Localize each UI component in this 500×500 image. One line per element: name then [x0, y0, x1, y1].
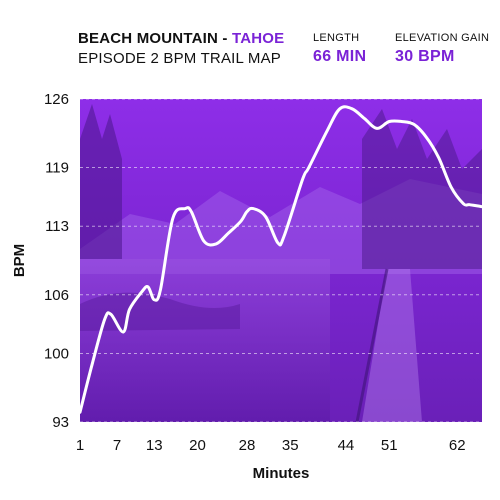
water-decoration — [80, 259, 330, 422]
x-tick-label: 13 — [146, 437, 163, 454]
y-tick-label: 119 — [45, 160, 69, 177]
trees-left-decoration — [80, 104, 122, 259]
y-tick-label: 113 — [45, 218, 69, 235]
gridlines — [80, 98, 482, 423]
y-axis-ticks: 126 119 113 106 100 93 — [44, 91, 69, 431]
x-tick-label: 51 — [381, 437, 398, 454]
trees-right-decoration — [362, 109, 482, 269]
x-tick-label: 62 — [449, 437, 466, 454]
x-tick-label: 7 — [113, 437, 121, 454]
x-tick-label: 35 — [282, 437, 299, 454]
y-tick-label: 106 — [44, 287, 69, 304]
elevation-label: ELEVATION GAIN — [395, 32, 490, 44]
y-tick-label: 126 — [44, 91, 69, 108]
x-tick-label: 20 — [189, 437, 206, 454]
chart-header: BEACH MOUNTAIN - TAHOE EPISODE 2 BPM TRA… — [0, 0, 500, 90]
title-accent: TAHOE — [231, 30, 285, 47]
elevation-stat: ELEVATION GAIN 30 BPM — [395, 32, 489, 66]
x-axis-label: Minutes — [253, 465, 310, 482]
x-tick-label: 1 — [76, 437, 84, 454]
boardwalk-decoration — [362, 269, 422, 422]
bpm-series-line — [78, 105, 484, 414]
x-axis-ticks: 1 7 13 20 28 35 44 51 62 — [76, 437, 466, 454]
elevation-value: 30 BPM — [395, 48, 455, 65]
chart-title: BEACH MOUNTAIN - TAHOE — [78, 30, 284, 47]
title-main: BEACH MOUNTAIN - — [78, 30, 232, 47]
y-tick-label: 93 — [52, 414, 69, 431]
x-tick-label: 44 — [338, 437, 355, 454]
length-label: LENGTH — [313, 32, 360, 44]
length-stat: LENGTH 66 MIN — [313, 32, 366, 66]
rocks-decoration — [80, 292, 240, 331]
length-value: 66 MIN — [313, 48, 367, 65]
y-tick-label: 100 — [44, 345, 69, 362]
x-tick-label: 28 — [239, 437, 256, 454]
plot-background — [80, 99, 482, 423]
chart-subtitle: EPISODE 2 BPM TRAIL MAP — [78, 50, 281, 67]
y-axis-label: BPM — [11, 244, 28, 277]
